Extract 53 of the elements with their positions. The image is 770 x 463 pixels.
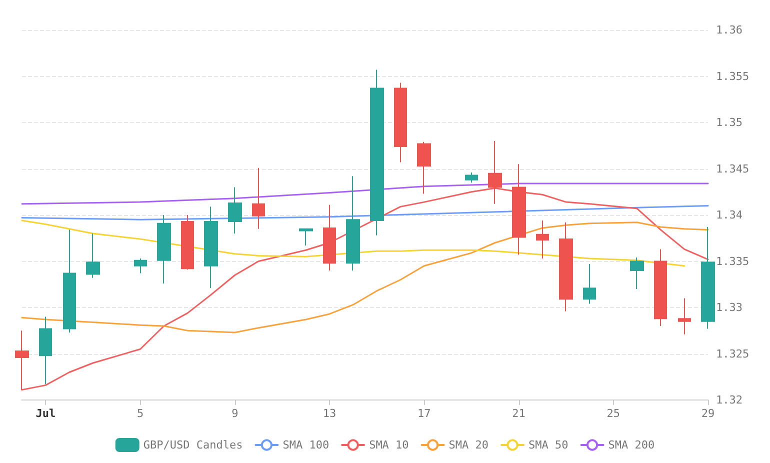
candlestick [204,206,218,289]
candlestick [394,82,407,163]
y-tick-label: 1.34 [716,208,743,222]
x-tick-label: 29 [701,407,715,420]
candlestick [512,164,526,256]
candlestick [701,226,715,330]
candlestick [228,186,242,234]
y-tick-label: 1.325 [716,347,750,360]
candlestick [134,258,147,274]
candlestick [157,214,171,284]
candlestick [86,233,100,278]
candlestick [252,167,265,230]
candlestick [678,298,691,335]
candlestick [583,264,596,304]
x-tick-label: 13 [322,407,336,420]
legend-label: GBP/USD Candles [143,438,243,452]
x-tick-label: 5 [136,407,144,420]
legend-label: SMA 200 [608,438,655,452]
candlestick [417,141,431,194]
legend-label: SMA 100 [282,438,330,452]
candlestick [63,229,76,333]
legend-label: SMA 20 [448,438,489,452]
line-series [21,205,709,220]
candlestick [370,69,384,236]
y-tick-label: 1.355 [716,70,750,83]
y-tick-label: 1.345 [716,162,750,176]
y-tick-label: 1.32 [716,394,742,406]
line-series [21,182,709,205]
candlestick [299,228,313,246]
y-tick-label: 1.33 [716,301,742,314]
x-tick-label: Jul [36,407,56,420]
legend-label: SMA 10 [369,438,409,452]
line-series [21,187,709,391]
candlestick [488,140,502,204]
candlestick [181,214,194,270]
x-tick-label: 21 [512,407,526,420]
candlestick [39,316,52,385]
candlestick [630,257,644,290]
legend-label: SMA 50 [528,438,568,452]
line-series [21,222,709,334]
x-tick-label: 9 [232,407,238,420]
x-tick-label: 25 [606,407,620,420]
candlestick [465,172,478,184]
y-tick-label: 1.36 [716,24,742,36]
y-tick-label: 1.35 [716,116,742,129]
candlestick [346,176,360,271]
candlestick [323,204,336,271]
candlestick [654,248,667,326]
candlestick [536,220,549,259]
candlestick [15,330,29,390]
y-tick-label: 1.335 [716,254,750,268]
candlestick [559,222,573,312]
x-tick-label: 17 [418,407,431,420]
